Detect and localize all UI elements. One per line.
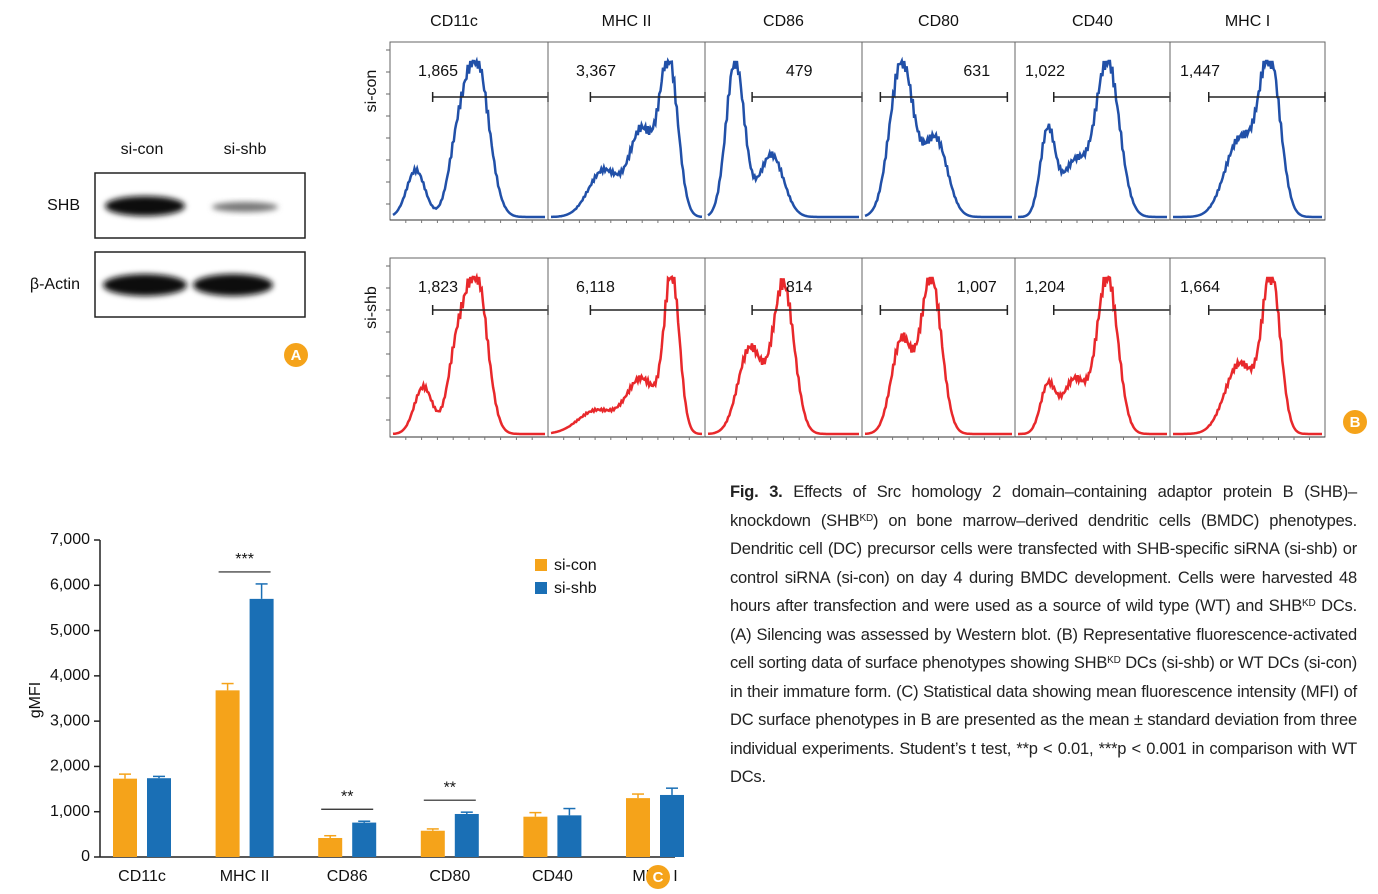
bar (660, 794, 684, 857)
caption-text: DCs (si-shb) or WT DCs (si-con) in their… (730, 654, 1357, 786)
cell-frame (861, 41, 1016, 221)
badge-circle (284, 343, 308, 367)
column-label: MHC I (1225, 13, 1270, 30)
caption: Fig. 3. Effects of Src homology 2 domain… (730, 478, 1357, 792)
band (105, 196, 185, 216)
caption-label: Fig. 3. (730, 483, 783, 501)
y-tick-label: 2,000 (50, 758, 90, 775)
gate-value: 631 (963, 63, 990, 80)
histogram (550, 274, 702, 436)
caption-sup: KD (859, 512, 873, 524)
bar (113, 778, 137, 857)
gate-value: 1,204 (1025, 279, 1065, 296)
bar (249, 598, 274, 857)
x-tick-label: CD86 (327, 868, 368, 885)
bar (352, 822, 377, 857)
gate-value: 479 (786, 63, 813, 80)
bar (454, 813, 479, 857)
band (103, 274, 187, 296)
gate-value: 1,664 (1180, 279, 1220, 296)
bar (626, 798, 650, 857)
bar (557, 815, 582, 857)
bar (215, 690, 240, 857)
x-tick-label: MHC II (220, 868, 270, 885)
blot-row-label: SHB (47, 197, 80, 214)
legend-label: si-con (554, 557, 597, 574)
bar (523, 816, 548, 857)
row-label: si-con (363, 70, 380, 113)
gate-value: 1,022 (1025, 63, 1065, 80)
caption-text: ) on bone marrow–derived dendritic cells… (730, 511, 1357, 616)
badge-circle (646, 865, 670, 889)
band (212, 202, 278, 212)
histogram (1017, 59, 1167, 219)
legend-label: si-shb (554, 580, 597, 597)
gate-value: 1,823 (418, 279, 458, 296)
badge-circle (1343, 410, 1367, 434)
cell-frame (704, 41, 863, 221)
y-tick-label: 7,000 (50, 531, 90, 548)
bar (420, 830, 445, 857)
histogram (864, 56, 1012, 219)
caption-sup: KD (1107, 655, 1121, 666)
x-tick-label: CD11c (118, 868, 166, 885)
row-label: si-shb (363, 286, 380, 329)
histogram (707, 60, 859, 219)
caption-text: Effects of Src homology 2 domain–contain… (730, 483, 1357, 530)
y-tick-label: 6,000 (50, 577, 90, 594)
gate-value: 3,367 (576, 63, 616, 80)
y-tick-label: 3,000 (50, 712, 90, 729)
column-label: CD40 (1072, 13, 1113, 30)
histogram (551, 57, 703, 219)
x-tick-label: CD80 (429, 868, 470, 885)
legend-swatch (535, 559, 547, 571)
column-label: CD80 (918, 13, 959, 30)
y-axis-label: gMFI (27, 682, 44, 718)
caption-text: DCs. (A) Silencing was assessed by Weste… (730, 597, 1357, 672)
gate-value: 6,118 (576, 279, 615, 296)
blot-row-label: β-Actin (30, 276, 80, 293)
histogram (392, 272, 545, 436)
histogram (1018, 275, 1167, 436)
band (193, 274, 273, 296)
y-tick-label: 0 (81, 848, 90, 865)
y-tick-label: 1,000 (50, 803, 90, 820)
legend-swatch (535, 582, 547, 594)
significance-label: ** (444, 779, 456, 796)
gate-value: 814 (786, 279, 813, 296)
histogram (1173, 59, 1322, 219)
histogram (865, 276, 1012, 436)
column-label: MHC II (602, 13, 652, 30)
gate-value: 1,447 (1180, 63, 1220, 80)
lane-label: si-shb (224, 141, 267, 158)
x-tick-label: CD40 (532, 868, 573, 885)
histogram (707, 278, 859, 436)
significance-label: *** (235, 551, 254, 568)
y-tick-label: 5,000 (50, 622, 90, 639)
gate-value: 1,865 (418, 63, 458, 80)
badge-label: B (1350, 414, 1361, 431)
column-label: CD86 (763, 13, 804, 30)
badge-label: C (653, 869, 664, 886)
histogram (1173, 276, 1322, 436)
histogram (392, 56, 545, 219)
significance-label: ** (341, 788, 353, 805)
lane-label: si-con (121, 141, 164, 158)
y-tick-label: 4,000 (50, 667, 90, 684)
bar (147, 778, 171, 857)
cell-frame (547, 41, 706, 221)
gate-value: 1,007 (957, 279, 997, 296)
caption-sup: KD (1302, 598, 1316, 609)
badge-label: A (291, 347, 302, 364)
bar (318, 837, 343, 857)
column-label: CD11c (430, 13, 478, 30)
